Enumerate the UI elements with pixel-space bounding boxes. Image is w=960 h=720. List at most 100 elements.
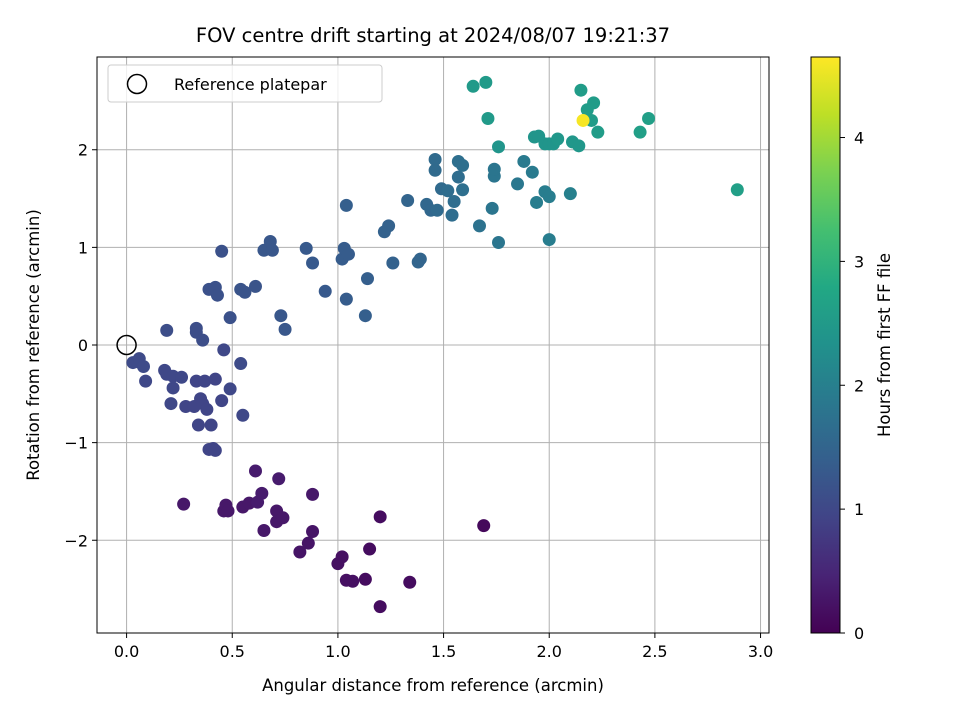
x-tick-label: 3.0 <box>748 642 773 661</box>
x-tick-label: 2.5 <box>642 642 667 661</box>
data-point <box>430 203 444 217</box>
data-point <box>386 256 400 270</box>
grid-lines <box>97 57 769 633</box>
data-point <box>401 194 415 208</box>
data-point <box>339 198 353 212</box>
data-point <box>591 125 605 139</box>
data-point <box>358 572 372 586</box>
data-point <box>198 374 212 388</box>
data-point <box>576 113 590 127</box>
data-point <box>530 195 544 209</box>
data-point <box>215 394 229 408</box>
data-point <box>234 357 248 371</box>
data-point <box>341 247 355 261</box>
data-point <box>189 321 203 335</box>
data-point <box>563 187 577 201</box>
data-point <box>633 125 647 139</box>
data-point <box>525 165 539 179</box>
data-point <box>428 153 442 167</box>
data-point <box>223 382 237 396</box>
data-point <box>306 487 320 501</box>
data-point <box>466 79 480 93</box>
data-point <box>196 333 210 347</box>
data-point <box>517 154 531 168</box>
data-points <box>126 75 744 614</box>
data-point <box>166 381 180 395</box>
data-point <box>215 244 229 258</box>
x-axis-ticks: 0.0 0.5 1.0 1.5 2.0 2.5 3.0 <box>114 633 773 661</box>
data-point <box>301 536 315 550</box>
data-point <box>403 575 417 589</box>
x-axis-label: Angular distance from reference (arcmin) <box>262 676 604 695</box>
data-point <box>492 140 506 154</box>
data-point <box>542 190 556 204</box>
data-point <box>492 235 506 249</box>
data-point <box>306 256 320 270</box>
data-point <box>223 311 237 325</box>
data-point <box>265 243 279 257</box>
data-point <box>136 359 150 373</box>
y-axis-ticks: −2 −1 0 1 2 <box>64 141 97 550</box>
chart-title: FOV centre drift starting at 2024/08/07 … <box>196 24 670 47</box>
data-point <box>477 519 491 533</box>
data-point <box>278 322 292 336</box>
data-point <box>642 112 656 126</box>
data-point <box>160 323 174 337</box>
data-point <box>255 486 269 500</box>
y-axis-label: Rotation from reference (arcmin) <box>24 209 43 481</box>
data-point <box>551 132 565 146</box>
data-point <box>274 309 288 323</box>
data-point <box>456 158 470 172</box>
data-point <box>200 402 214 416</box>
colorbar-tick-label: 2 <box>854 376 864 395</box>
colorbar-label: Hours from first FF file <box>875 253 894 437</box>
x-tick-label: 1.5 <box>431 642 456 661</box>
y-tick-label: −1 <box>64 434 88 453</box>
data-point <box>236 408 250 422</box>
data-point <box>360 272 374 286</box>
data-point <box>210 288 224 302</box>
data-point <box>373 510 387 524</box>
colorbar-tick-label: 1 <box>854 500 864 519</box>
colorbar-ticks: 0 1 2 3 4 <box>840 129 864 643</box>
legend: Reference platepar <box>107 64 383 103</box>
x-tick-label: 1.0 <box>325 642 350 661</box>
data-point <box>339 292 353 306</box>
y-tick-label: 1 <box>78 238 88 257</box>
data-point <box>335 550 349 564</box>
colorbar-gradient <box>810 56 841 634</box>
data-point <box>257 523 271 537</box>
data-point <box>373 600 387 614</box>
data-point <box>441 184 455 198</box>
data-point <box>447 194 461 208</box>
data-point <box>572 139 586 153</box>
data-point <box>164 397 178 411</box>
data-point <box>587 96 601 110</box>
data-point <box>208 443 222 457</box>
data-point <box>299 241 313 255</box>
data-point <box>542 233 556 247</box>
colorbar-tick-label: 4 <box>854 129 864 148</box>
data-point <box>204 418 218 432</box>
data-point <box>479 75 493 89</box>
colorbar: 0 1 2 3 4 Hours from first FF file <box>810 56 894 643</box>
y-tick-label: −2 <box>64 531 88 550</box>
legend-marker-icon <box>126 73 148 95</box>
data-point <box>191 418 205 432</box>
legend-label: Reference platepar <box>174 75 327 94</box>
colorbar-tick-label: 0 <box>854 624 864 643</box>
data-point <box>413 252 427 266</box>
y-tick-label: 0 <box>78 336 88 355</box>
data-point <box>238 285 252 299</box>
data-point <box>346 574 360 588</box>
data-point <box>456 183 470 197</box>
data-point <box>175 370 189 384</box>
data-point <box>248 279 262 293</box>
data-point <box>451 170 465 184</box>
data-point <box>272 472 286 486</box>
data-point <box>139 374 153 388</box>
data-point <box>293 545 307 559</box>
data-point <box>445 208 459 222</box>
data-point <box>487 162 501 176</box>
